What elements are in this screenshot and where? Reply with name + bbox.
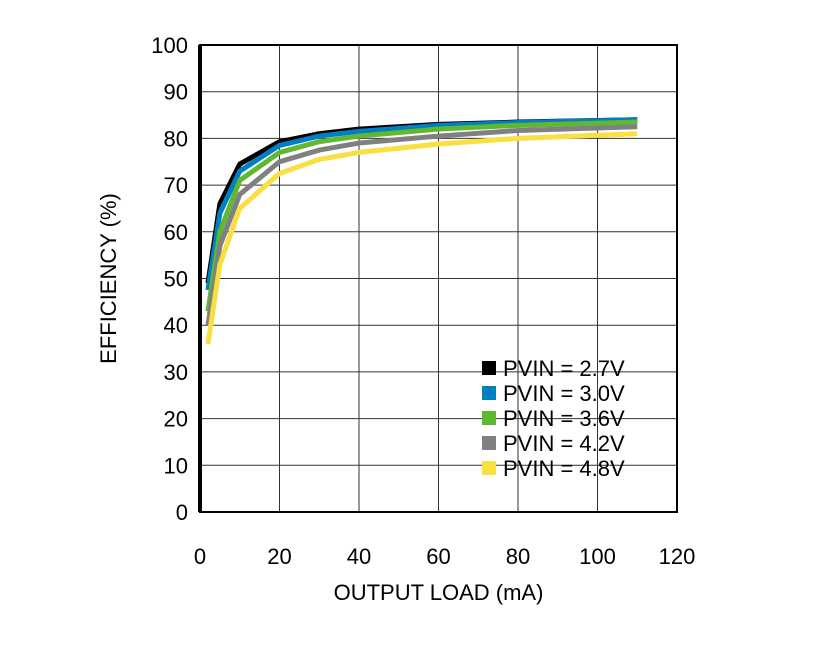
legend-swatch (482, 386, 496, 400)
y-tick-label: 40 (164, 313, 188, 338)
y-tick-label: 30 (164, 360, 188, 385)
legend-label: PVIN = 4.8V (503, 456, 625, 481)
y-tick-label: 100 (151, 33, 188, 58)
x-axis-label: OUTPUT LOAD (mA) (334, 580, 544, 605)
legend-label: PVIN = 3.0V (503, 381, 625, 406)
y-tick-label: 50 (164, 267, 188, 292)
y-tick-label: 90 (164, 80, 188, 105)
series-line-3 (205, 124, 638, 326)
legend-label: PVIN = 2.7V (503, 356, 625, 381)
x-tick-label: 0 (194, 544, 206, 569)
y-tick-label: 0 (176, 500, 188, 525)
x-tick-label: 100 (579, 544, 616, 569)
legend-swatch (482, 436, 496, 450)
y-tick-label: 70 (164, 173, 188, 198)
x-tick-label: 60 (426, 544, 450, 569)
x-tick-label: 120 (659, 544, 696, 569)
x-tick-label: 20 (267, 544, 291, 569)
y-tick-label: 10 (164, 453, 188, 478)
x-tick-label: 80 (506, 544, 530, 569)
legend-label: PVIN = 3.6V (503, 406, 625, 431)
legend-swatch (482, 361, 496, 375)
y-tick-label: 80 (164, 126, 188, 151)
y-tick-label: 60 (164, 220, 188, 245)
series-line-4 (205, 131, 638, 345)
y-axis-label: EFFICIENCY (%) (96, 193, 121, 364)
legend-swatch (482, 461, 496, 475)
x-tick-label: 40 (347, 544, 371, 569)
series-line-1 (205, 117, 638, 291)
legend-label: PVIN = 4.2V (503, 431, 625, 456)
series-line-2 (205, 119, 638, 312)
y-tick-label: 20 (164, 407, 188, 432)
legend-swatch (482, 411, 496, 425)
